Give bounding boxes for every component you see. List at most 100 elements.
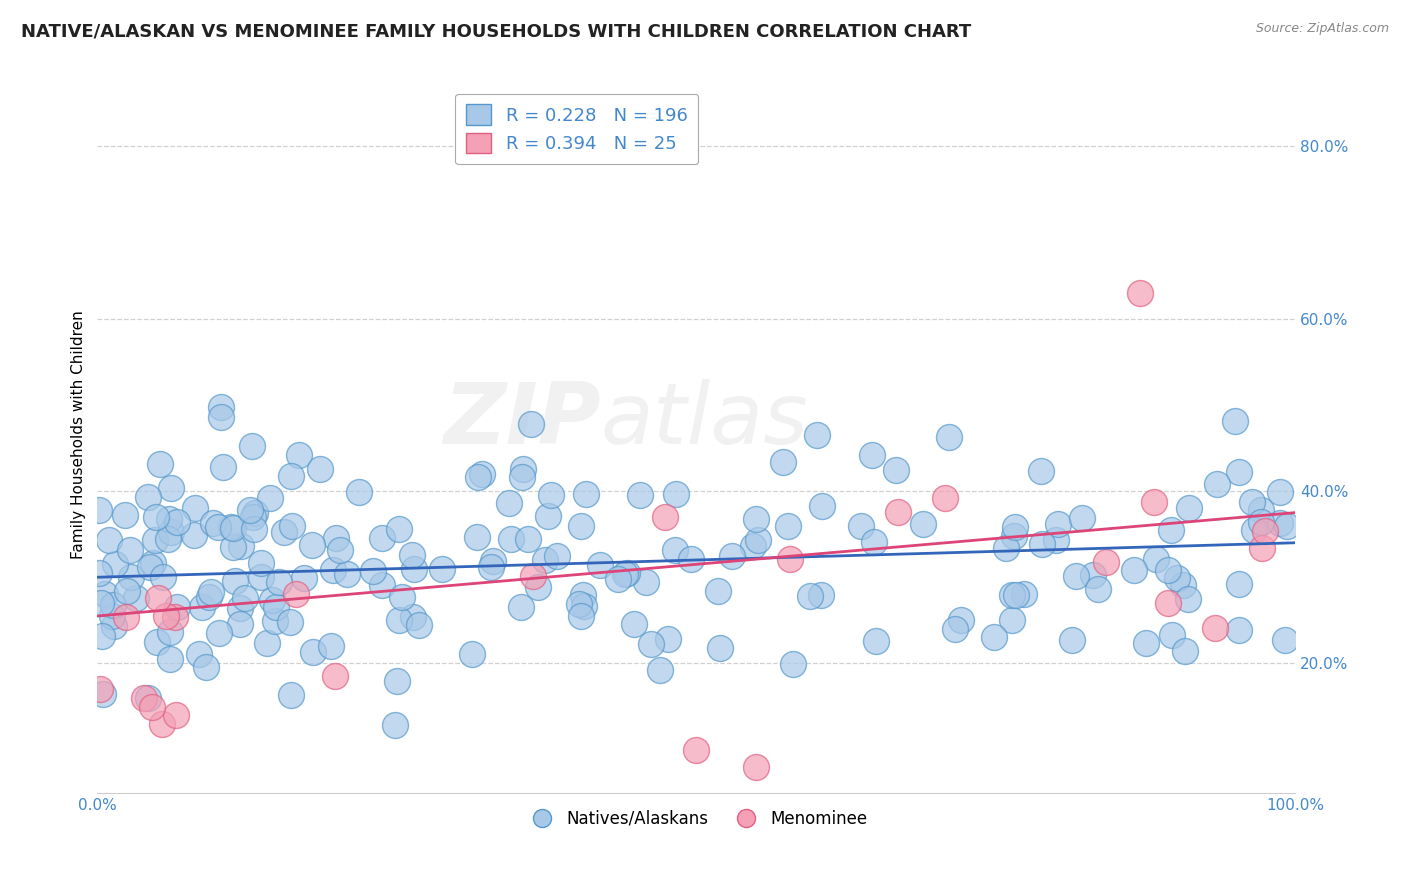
Point: [134, 690, 156, 705]
Point: [195, 659, 218, 673]
Point: [250, 570, 273, 584]
Point: [887, 505, 910, 519]
Point: [811, 499, 834, 513]
Point: [202, 516, 225, 530]
Point: [849, 519, 872, 533]
Point: [983, 631, 1005, 645]
Point: [1005, 589, 1028, 603]
Point: [114, 508, 136, 523]
Point: [1004, 520, 1026, 534]
Point: [87, 502, 110, 516]
Point: [745, 760, 768, 774]
Point: [120, 570, 142, 584]
Text: ZIP: ZIP: [443, 379, 600, 462]
Point: [145, 510, 167, 524]
Point: [183, 528, 205, 542]
Point: [280, 469, 302, 483]
Point: [607, 572, 630, 586]
Point: [465, 530, 488, 544]
Point: [1205, 477, 1227, 491]
Point: [280, 688, 302, 702]
Point: [572, 599, 595, 613]
Point: [243, 522, 266, 536]
Point: [269, 575, 291, 590]
Text: Source: ZipAtlas.com: Source: ZipAtlas.com: [1256, 22, 1389, 36]
Point: [911, 516, 934, 531]
Point: [1029, 464, 1052, 478]
Point: [208, 626, 231, 640]
Point: [943, 622, 966, 636]
Point: [278, 615, 301, 630]
Point: [654, 510, 676, 524]
Point: [384, 717, 406, 731]
Point: [1274, 632, 1296, 647]
Point: [388, 522, 411, 536]
Point: [640, 637, 662, 651]
Point: [799, 589, 821, 603]
Point: [87, 566, 110, 580]
Point: [1045, 533, 1067, 547]
Point: [91, 686, 114, 700]
Point: [1253, 524, 1275, 538]
Point: [325, 531, 347, 545]
Point: [1002, 529, 1025, 543]
Point: [648, 663, 671, 677]
Point: [1250, 503, 1272, 517]
Point: [1171, 578, 1194, 592]
Point: [741, 539, 763, 553]
Point: [623, 617, 645, 632]
Point: [950, 613, 973, 627]
Point: [471, 467, 494, 482]
Point: [522, 569, 544, 583]
Point: [1251, 541, 1274, 556]
Point: [287, 448, 309, 462]
Point: [572, 588, 595, 602]
Point: [163, 610, 186, 624]
Point: [138, 559, 160, 574]
Point: [1071, 511, 1094, 525]
Point: [1173, 643, 1195, 657]
Point: [157, 511, 180, 525]
Point: [187, 647, 209, 661]
Point: [569, 519, 592, 533]
Point: [90, 597, 112, 611]
Text: NATIVE/ALASKAN VS MENOMINEE FAMILY HOUSEHOLDS WITH CHILDREN CORRELATION CHART: NATIVE/ALASKAN VS MENOMINEE FAMILY HOUSE…: [21, 22, 972, 40]
Point: [209, 410, 232, 425]
Point: [264, 600, 287, 615]
Point: [1204, 621, 1226, 635]
Point: [336, 567, 359, 582]
Point: [806, 427, 828, 442]
Point: [1047, 517, 1070, 532]
Point: [520, 417, 543, 432]
Point: [301, 538, 323, 552]
Point: [120, 542, 142, 557]
Point: [510, 470, 533, 484]
Point: [776, 518, 799, 533]
Point: [1123, 563, 1146, 577]
Point: [467, 470, 489, 484]
Point: [142, 556, 165, 570]
Point: [721, 549, 744, 563]
Point: [1144, 552, 1167, 566]
Point: [160, 525, 183, 540]
Point: [634, 574, 657, 589]
Point: [371, 578, 394, 592]
Point: [222, 540, 245, 554]
Point: [160, 481, 183, 495]
Point: [245, 506, 267, 520]
Point: [363, 565, 385, 579]
Point: [884, 463, 907, 477]
Point: [1250, 515, 1272, 529]
Point: [540, 488, 562, 502]
Point: [995, 541, 1018, 555]
Point: [1277, 519, 1299, 533]
Point: [148, 457, 170, 471]
Point: [534, 553, 557, 567]
Point: [772, 455, 794, 469]
Point: [628, 488, 651, 502]
Point: [498, 496, 520, 510]
Point: [166, 515, 188, 529]
Point: [402, 562, 425, 576]
Point: [156, 532, 179, 546]
Point: [1135, 636, 1157, 650]
